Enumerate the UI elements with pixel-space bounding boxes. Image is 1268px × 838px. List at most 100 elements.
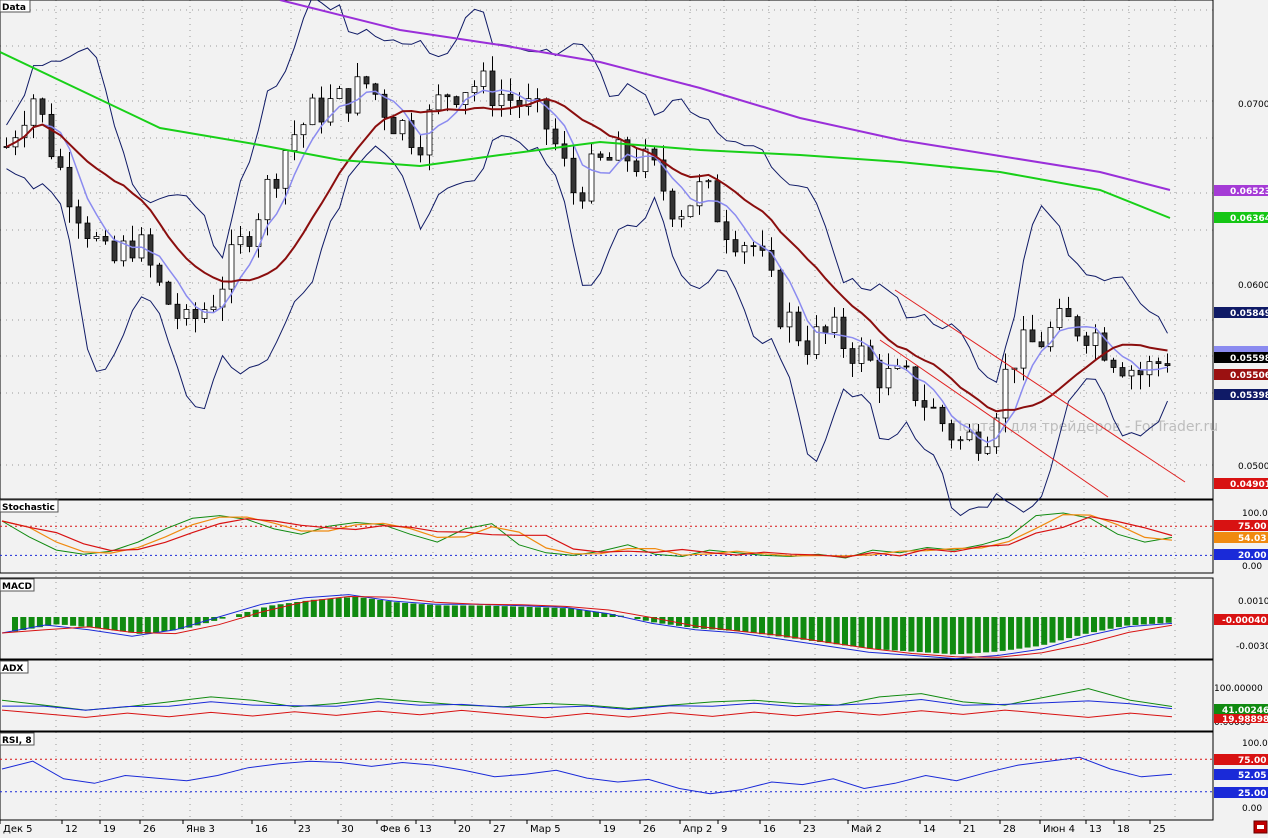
candle-body <box>579 192 586 202</box>
macd-bar <box>974 617 981 653</box>
candle-body <box>849 348 856 364</box>
candle-body <box>399 120 406 135</box>
macd-bar <box>510 606 516 617</box>
x-tick-label: 16 <box>255 824 268 834</box>
candle-body <box>1092 332 1099 346</box>
candle-body <box>606 157 613 161</box>
macd-bar <box>559 608 566 617</box>
macd-bar <box>1008 617 1014 650</box>
svg-text:0.05398: 0.05398 <box>1230 391 1268 401</box>
candle-body <box>840 316 847 349</box>
macd-bar <box>584 610 591 617</box>
macd-bar <box>775 617 782 637</box>
macd-bar <box>642 617 649 621</box>
candle-body <box>408 120 415 148</box>
candle-body <box>624 139 631 162</box>
tag-ma-purple: 0.06523 <box>1214 185 1268 197</box>
adx-minus-line <box>1 709 1173 719</box>
candle-body <box>102 236 109 242</box>
x-tick-label: Май 2 <box>851 824 882 834</box>
macd-bar <box>1074 617 1081 636</box>
candle-body <box>183 309 190 319</box>
channel-lower-line <box>879 339 1109 498</box>
macd-bar <box>551 607 558 617</box>
bollinger-lower-line <box>6 134 1168 517</box>
candle-body <box>768 249 775 271</box>
macd-bar <box>443 605 450 617</box>
macd-bar <box>725 617 732 631</box>
macd-bar <box>410 603 417 617</box>
candle-body <box>678 216 685 220</box>
candle-body <box>903 365 910 368</box>
ma-red-line <box>6 98 1168 413</box>
candle-body <box>291 134 298 151</box>
rsi-panel-frame <box>0 731 1214 821</box>
macd-bar <box>1041 617 1048 645</box>
svg-text:0.05506: 0.05506 <box>1230 371 1268 381</box>
macd-bar <box>352 596 359 617</box>
adx-scale-100: 100.00000 <box>1214 684 1263 694</box>
candle-body <box>858 345 865 364</box>
macd-bar <box>634 617 641 620</box>
x-tick-label: 25 <box>1153 824 1166 834</box>
tag-rsi-25: 25.00 <box>1214 787 1268 799</box>
macd-bar <box>427 604 433 617</box>
stoch-k-line <box>1 512 1173 559</box>
x-tick-label: 14 <box>923 824 936 834</box>
candle-body <box>480 70 487 87</box>
adx-panel-frame <box>0 659 1214 732</box>
x-tick-label: 21 <box>963 824 976 834</box>
candle-body <box>336 88 343 100</box>
candle-body <box>750 245 757 248</box>
candle-body <box>192 309 199 319</box>
candle-body <box>471 86 478 93</box>
svg-text:19.98898: 19.98898 <box>1222 715 1268 725</box>
svg-text:41.00246: 41.00246 <box>1222 706 1268 716</box>
macd-bar <box>999 617 1006 651</box>
candle-body <box>75 206 82 224</box>
macd-bar <box>916 617 923 653</box>
macd-bar <box>119 617 126 632</box>
macd-bar <box>111 617 118 631</box>
macd-bar <box>186 617 193 628</box>
candle-body <box>363 76 370 85</box>
macd-bar <box>460 605 467 617</box>
rsi-scale-100: 100.00 <box>1242 739 1268 749</box>
macd-signal-line <box>1 595 1173 658</box>
close-icon[interactable] <box>1253 820 1268 834</box>
candle-body <box>948 423 955 441</box>
candle-body <box>876 359 883 389</box>
x-tick-label: Июн 4 <box>1043 824 1075 834</box>
svg-text:25.00: 25.00 <box>1238 789 1266 799</box>
macd-bar <box>61 617 68 625</box>
svg-text:0.05598: 0.05598 <box>1230 354 1268 364</box>
candle-body <box>228 244 235 290</box>
candle-body <box>1101 332 1108 361</box>
macd-bar <box>676 617 682 626</box>
macd-bar <box>609 614 616 617</box>
rsi-line <box>1 756 1173 795</box>
macd-bar <box>800 617 807 640</box>
candle-body <box>1128 369 1135 377</box>
candle-body <box>561 143 568 159</box>
macd-bar <box>277 604 284 617</box>
rsi-panel-label: RSI, 8 <box>0 732 35 746</box>
candle-body <box>57 156 64 168</box>
macd-bar <box>435 605 442 617</box>
macd-bar <box>219 617 226 619</box>
stoch-scale-0: 0.00 <box>1242 562 1262 572</box>
candle-body <box>435 94 442 111</box>
candle-body <box>984 446 991 454</box>
candle-body <box>309 97 316 126</box>
candle-body <box>1038 341 1045 348</box>
candle-body <box>912 366 919 401</box>
candle-body <box>489 70 496 107</box>
adx-panel-label: ADX <box>0 660 29 674</box>
candle-body <box>966 431 973 441</box>
macd-bar <box>393 602 400 617</box>
macd-panel-frame <box>0 577 1214 660</box>
macd-bar <box>244 611 251 617</box>
macd-bar <box>476 605 483 617</box>
